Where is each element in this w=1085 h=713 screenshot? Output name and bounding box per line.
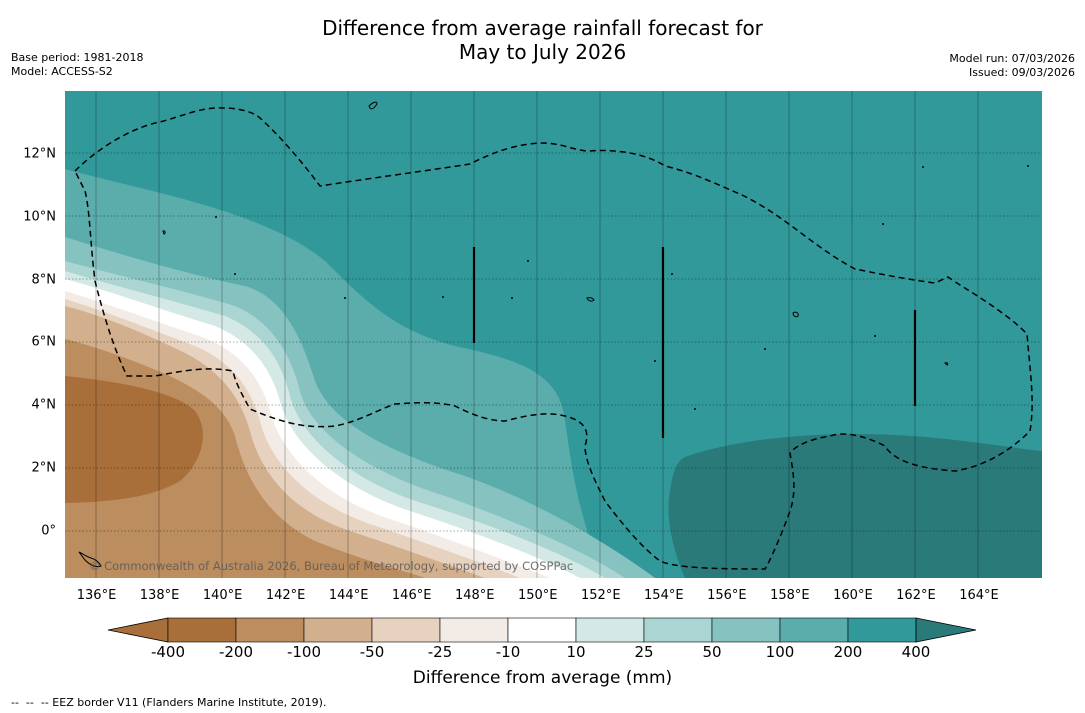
lon-label: 152°E	[581, 588, 621, 603]
colorbar-tick-label: 200	[833, 643, 863, 661]
colorbar-segment	[167, 617, 237, 643]
lon-label: 150°E	[517, 588, 558, 603]
eez-footnote: -- -- -- EEZ border V11 (Flanders Marine…	[11, 696, 327, 709]
eez-border	[74, 107, 1033, 570]
band-neg200-400	[65, 376, 203, 503]
lat-label: 0°	[41, 523, 56, 539]
colorbar-segment	[303, 617, 373, 643]
lon-label: 140°E	[202, 588, 243, 603]
colorbar-title: Difference from average (mm)	[412, 668, 673, 688]
model-name: Model: ACCESS-S2	[11, 65, 113, 78]
colorbar	[108, 617, 977, 643]
lat-label: 12°N	[23, 146, 56, 162]
lat-label: 6°N	[31, 334, 57, 350]
lon-label: 154°E	[644, 588, 684, 603]
colorbar-segment	[507, 617, 577, 643]
lat-label: 8°N	[31, 272, 57, 288]
colorbar-segment	[439, 617, 509, 643]
colorbar-segment	[779, 617, 849, 643]
colorbar-tick-label: 25	[634, 643, 654, 661]
copyright-notice: © Commonwealth of Australia 2026, Bureau…	[89, 559, 574, 573]
lat-label: 4°N	[31, 397, 57, 413]
colorbar-extend-max	[915, 617, 977, 643]
lon-label: 148°E	[454, 588, 495, 603]
colorbar-tick-label: -400	[150, 643, 186, 661]
colorbar-tick-label: -25	[427, 643, 453, 661]
lon-label: 146°E	[391, 588, 432, 603]
colorbar-segment	[235, 617, 305, 643]
map-title-line2: May to July 2026	[458, 40, 627, 64]
colorbar-tick-label: -10	[495, 643, 521, 661]
lon-label: 162°E	[896, 588, 936, 603]
colorbar-extend-min	[108, 617, 169, 643]
islands	[78, 101, 949, 567]
map-title-line1: Difference from average rainfall forecas…	[322, 16, 763, 40]
colorbar-segment	[575, 617, 645, 643]
colorbar-tick-label: -100	[286, 643, 322, 661]
lon-label: 142°E	[265, 588, 306, 603]
colorbar-tick-label: 10	[566, 643, 586, 661]
colorbar-segment	[847, 617, 917, 643]
lat-label: 2°N	[31, 460, 57, 476]
atolls	[215, 165, 1029, 410]
lon-label: 136°E	[76, 588, 117, 603]
lon-label: 156°E	[707, 588, 747, 603]
colorbar-tick-label: 100	[765, 643, 795, 661]
colorbar-segment	[711, 617, 781, 643]
lon-label: 144°E	[328, 588, 369, 603]
colorbar-tick-label: -200	[218, 643, 254, 661]
colorbar-tick-label: 50	[702, 643, 722, 661]
lon-label: 164°E	[959, 588, 999, 603]
lat-label: 10°N	[23, 209, 56, 225]
base-period: Base period: 1981-2018	[11, 51, 144, 64]
band-400-plus	[668, 434, 1042, 578]
model-run: Model run: 07/03/2026	[949, 52, 1075, 65]
colorbar-segment	[643, 617, 713, 643]
rainfall-map	[65, 91, 1042, 578]
colorbar-tick-label: -50	[359, 643, 385, 661]
lon-gridlines	[95, 91, 979, 578]
lon-label: 138°E	[139, 588, 180, 603]
lon-label: 158°E	[770, 588, 810, 603]
issued-date: Issued: 09/03/2026	[968, 66, 1075, 79]
colorbar-tick-label: 400	[901, 643, 931, 661]
colorbar-segment	[371, 617, 441, 643]
lon-label: 160°E	[833, 588, 873, 603]
